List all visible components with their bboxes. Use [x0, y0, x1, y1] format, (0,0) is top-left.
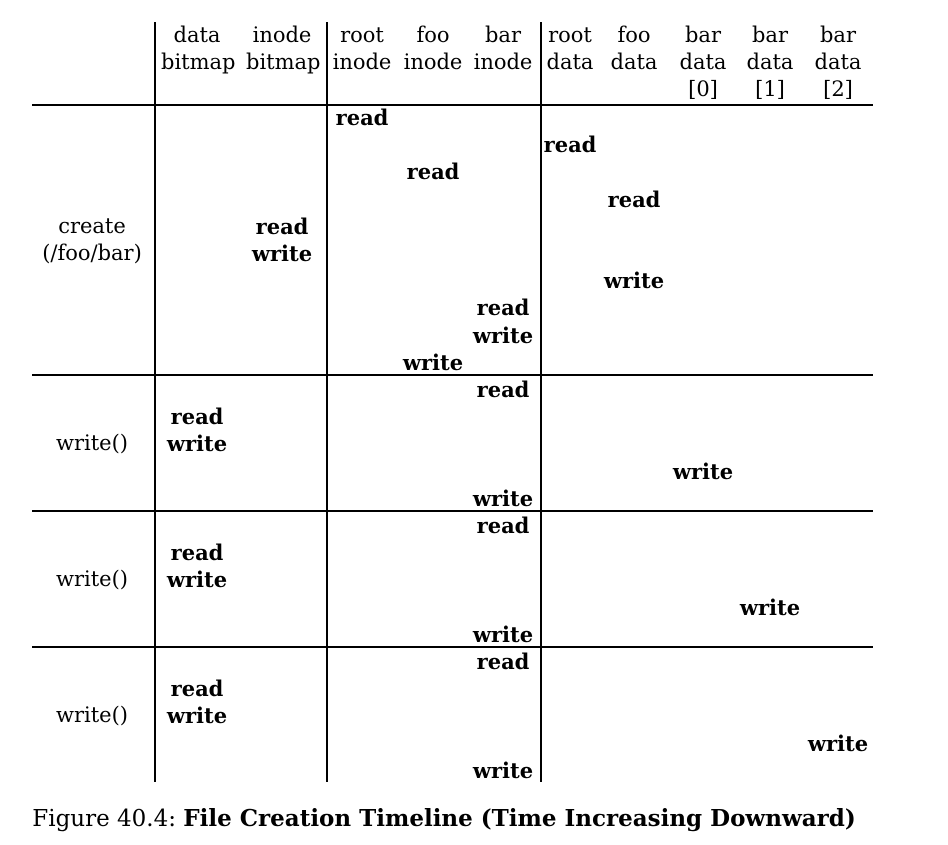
group-divider: [32, 646, 873, 648]
write-operation: write: [472, 322, 534, 348]
write-operation: write: [603, 268, 665, 294]
read-operation: read: [476, 513, 530, 538]
column-header-line: data: [610, 50, 658, 75]
operation-label-line: (/foo/bar): [42, 241, 142, 265]
column-header-line: bar: [819, 23, 856, 47]
read-operation: read: [170, 540, 224, 566]
column-header-line: root: [340, 23, 384, 47]
caption-title: File Creation Timeline (Time Increasing …: [183, 805, 856, 832]
read-operation: read: [476, 377, 530, 402]
column-header-line: data: [746, 50, 794, 75]
column-header-line: data: [546, 50, 594, 75]
write-operation: write: [472, 485, 534, 511]
column-header-line: bar: [751, 23, 788, 47]
write-operation: write: [472, 621, 534, 647]
column-header-line: inode: [252, 23, 312, 47]
read-operation: read: [476, 295, 530, 321]
column-group-divider: [154, 22, 156, 782]
header-divider: [32, 104, 873, 106]
column-header-line: root: [548, 23, 592, 47]
column-header-line: data: [173, 23, 221, 47]
column-header-line: bar: [684, 23, 721, 47]
operation-label-line: write(): [56, 567, 128, 592]
column-header-line: inode: [403, 50, 463, 75]
read-operation: read: [170, 676, 224, 702]
group-divider: [32, 510, 873, 512]
figure-caption: Figure 40.4: File Creation Timeline (Tim…: [0, 804, 888, 834]
read-operation: read: [543, 132, 597, 158]
column-header-line: inode: [332, 50, 392, 75]
write-operation: write: [251, 241, 313, 266]
column-header-line: [0]: [688, 77, 718, 102]
write-operation: write: [807, 730, 869, 756]
column-header-line: data: [679, 50, 727, 75]
column-header-line: foo: [416, 23, 450, 47]
column-header-line: foo: [617, 23, 651, 47]
read-operation: read: [607, 186, 661, 212]
write-operation: write: [166, 567, 228, 593]
write-operation: write: [166, 703, 228, 729]
column-header-line: [2]: [823, 77, 853, 102]
write-operation: write: [672, 458, 734, 484]
column-group-divider: [540, 22, 542, 782]
operation-label-line: write(): [56, 431, 128, 456]
column-header-line: bar: [484, 23, 521, 47]
write-operation: write: [166, 431, 228, 457]
column-header-line: [1]: [755, 77, 785, 102]
column-header-line: data: [814, 50, 862, 75]
write-operation: write: [739, 594, 801, 620]
read-operation: read: [335, 105, 389, 130]
column-group-divider: [326, 22, 328, 782]
read-operation: read: [170, 404, 224, 430]
write-operation: write: [472, 757, 534, 783]
column-header-line: inode: [473, 50, 533, 75]
operation-label-line: create: [58, 213, 126, 238]
read-operation: read: [476, 649, 530, 674]
caption-prefix: Figure 40.4:: [32, 806, 184, 832]
operation-label-line: write(): [56, 703, 128, 728]
column-header-line: bitmap: [246, 50, 321, 75]
column-header-line: bitmap: [161, 50, 236, 75]
write-operation: write: [402, 349, 464, 375]
group-divider: [32, 374, 873, 376]
read-operation: read: [255, 213, 309, 239]
read-operation: read: [406, 159, 460, 185]
